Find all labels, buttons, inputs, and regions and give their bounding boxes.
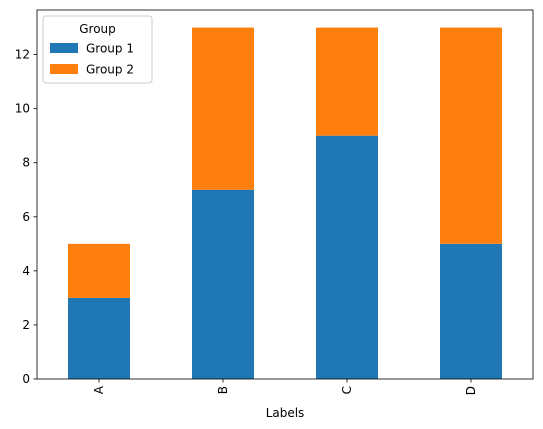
bar-d-series-2 bbox=[440, 27, 502, 244]
bar-d-series-1 bbox=[440, 243, 502, 379]
x-axis: A B C D bbox=[92, 379, 478, 395]
legend: Group Group 1 Group 2 bbox=[42, 15, 153, 84]
y-tick-label: 4 bbox=[22, 264, 30, 278]
axes-layer bbox=[36, 9, 534, 380]
plot-frame bbox=[36, 9, 534, 380]
bar-c-series-2 bbox=[316, 27, 378, 136]
bar-b-series-1 bbox=[192, 189, 254, 379]
y-axis: 0 2 4 6 8 10 12 bbox=[15, 48, 37, 386]
x-tick-label-c: C bbox=[340, 386, 354, 394]
legend-title: Group bbox=[79, 22, 116, 36]
x-axis-label: Labels bbox=[266, 406, 305, 420]
bar-a-series-1 bbox=[68, 297, 130, 379]
legend-swatch-series-1 bbox=[50, 43, 78, 53]
bar-a-series-2 bbox=[68, 243, 130, 298]
x-tick-label-b: B bbox=[216, 386, 230, 394]
bars-layer bbox=[68, 27, 502, 379]
y-tick-label: 2 bbox=[22, 318, 30, 332]
y-tick-label: 12 bbox=[15, 48, 30, 62]
x-tick-label-d: D bbox=[464, 386, 478, 395]
legend-label-series-1: Group 1 bbox=[86, 42, 134, 56]
bar-b-series-2 bbox=[192, 27, 254, 190]
y-tick-label: 6 bbox=[22, 210, 30, 224]
y-tick-label: 10 bbox=[15, 102, 30, 116]
legend-label-series-2: Group 2 bbox=[86, 63, 134, 77]
y-tick-label: 0 bbox=[22, 372, 30, 386]
bar-c-series-1 bbox=[316, 135, 378, 379]
x-tick-label-a: A bbox=[92, 385, 106, 394]
legend-swatch-series-2 bbox=[50, 64, 78, 74]
y-tick-label: 8 bbox=[22, 156, 30, 170]
